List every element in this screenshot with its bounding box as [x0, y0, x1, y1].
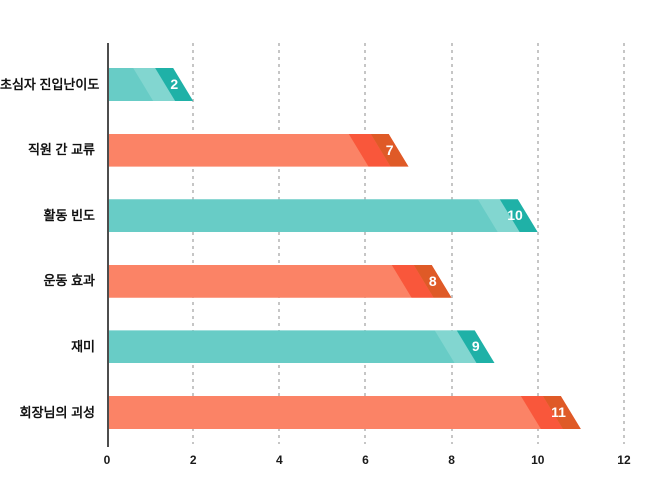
x-tick-label: 4: [275, 453, 283, 467]
bar: 10: [109, 199, 538, 232]
bar-base-segment: [109, 396, 581, 429]
gridline-x-2: [192, 43, 195, 444]
bar-value-label: 10: [507, 207, 523, 224]
gridline-x-8: [450, 43, 453, 444]
bar-value-label: 9: [471, 338, 480, 355]
category-label: 초심자 진입난이도: [0, 76, 100, 92]
bar-value-label: 8: [428, 272, 437, 289]
gridline-x-6: [364, 43, 367, 444]
category-label: 직원 간 교류: [27, 142, 95, 158]
y-axis-line: [107, 43, 109, 447]
bar-value-label: 11: [551, 404, 566, 420]
x-tick-label: 6: [362, 453, 369, 467]
bar-base-segment: [109, 199, 538, 232]
bar: 2: [109, 68, 193, 101]
x-tick-label: 2: [189, 453, 197, 467]
x-tick-label: 10: [531, 453, 545, 467]
gridline-x-12: [622, 43, 625, 444]
bar: 7: [109, 134, 409, 167]
bar: 9: [109, 330, 495, 363]
x-tick-label: 8: [448, 453, 455, 467]
category-label: 운동 효과: [43, 273, 95, 289]
category-label: 재미: [71, 338, 95, 354]
bar-base-segment: [109, 330, 495, 363]
bar-value-label: 7: [385, 141, 394, 158]
category-label: 활동 빈도: [43, 207, 95, 223]
x-tick-label: 0: [103, 453, 111, 467]
gridline-x-10: [536, 43, 539, 444]
category-label: 회장님의 괴성: [19, 404, 95, 420]
bar: 11: [109, 396, 581, 429]
bar-base-segment: [109, 265, 452, 298]
gridline-x-4: [278, 43, 281, 444]
plot-area: 2 7 10 8 9 11: [107, 43, 637, 447]
x-tick-label: 12: [617, 453, 631, 467]
bar-value-label: 2: [170, 76, 179, 92]
bar: 8: [109, 265, 452, 298]
